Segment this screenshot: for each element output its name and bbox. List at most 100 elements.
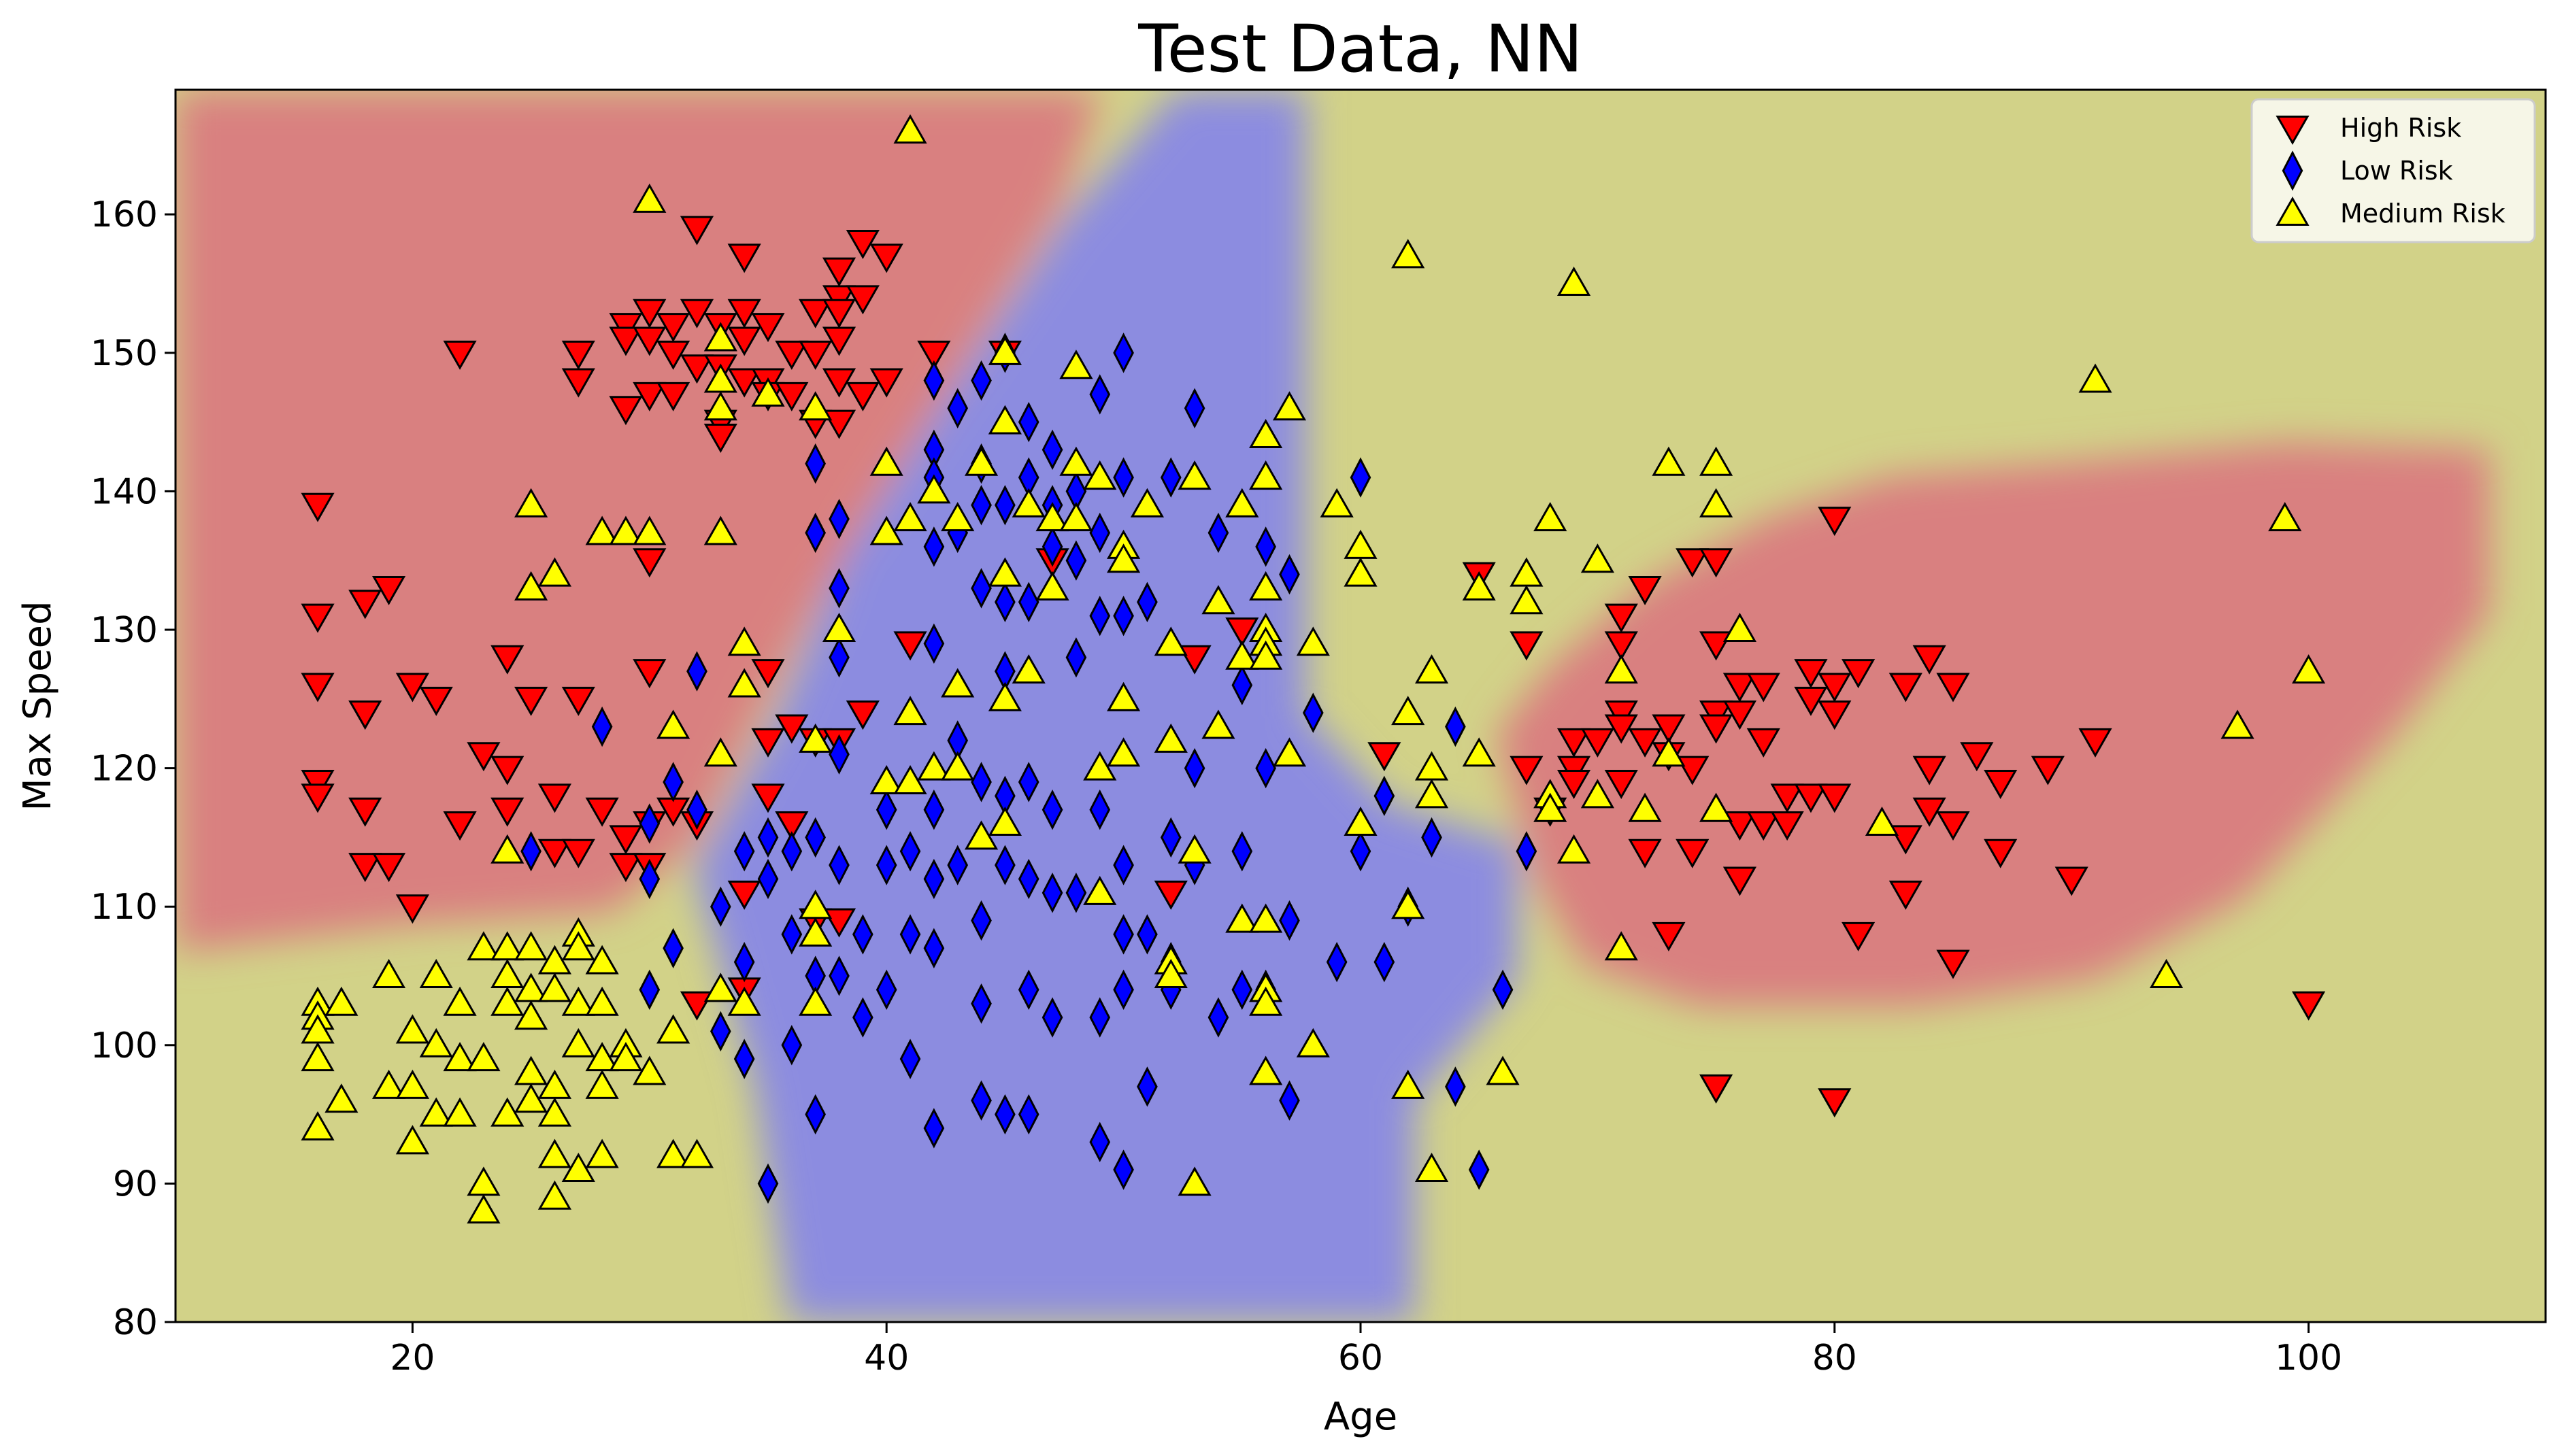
low-risk-point bbox=[1445, 706, 1466, 747]
y-tick-label: 120 bbox=[90, 749, 158, 790]
medium-risk-point bbox=[1510, 585, 1544, 615]
medium-risk-point bbox=[1699, 446, 1733, 476]
low-risk-point bbox=[1207, 512, 1229, 554]
medium-risk-point bbox=[1249, 460, 1283, 490]
high-risk-point bbox=[1842, 921, 1876, 951]
low-risk-point bbox=[947, 388, 969, 428]
high-risk-point bbox=[822, 257, 856, 287]
medium-risk-point bbox=[941, 751, 975, 781]
medium-risk-point bbox=[1486, 1055, 1520, 1085]
medium-risk-point bbox=[1178, 460, 1212, 490]
medium-risk-point bbox=[703, 515, 737, 545]
high-risk-point bbox=[514, 686, 548, 716]
low-risk-point bbox=[971, 568, 992, 609]
low-risk-point bbox=[781, 914, 803, 955]
medium-risk-point bbox=[988, 405, 1022, 435]
medium-risk-point bbox=[1249, 986, 1283, 1016]
low-risk-point bbox=[1042, 790, 1063, 830]
medium-risk-point bbox=[656, 1138, 690, 1168]
high-risk-point bbox=[869, 243, 903, 273]
medium-risk-point bbox=[1154, 723, 1188, 753]
low-risk-point bbox=[1468, 1149, 1490, 1190]
high-risk-point bbox=[633, 382, 667, 411]
low-risk-point bbox=[1018, 969, 1039, 1011]
high-risk-point bbox=[1936, 811, 1970, 841]
medium-risk-point bbox=[1201, 585, 1235, 615]
high-risk-point bbox=[443, 811, 477, 841]
medium-risk-point bbox=[2220, 709, 2254, 739]
low-risk-point bbox=[805, 817, 827, 858]
low-risk-point bbox=[923, 526, 945, 567]
high-risk-point bbox=[1984, 769, 2018, 800]
high-risk-point bbox=[1984, 839, 2018, 868]
low-risk-point bbox=[923, 928, 945, 968]
low-risk-point bbox=[829, 637, 850, 678]
low-risk-point bbox=[591, 706, 613, 747]
low-risk-point bbox=[1113, 845, 1134, 885]
high-risk-point bbox=[1794, 783, 1828, 813]
high-risk-point bbox=[1676, 756, 1710, 785]
medium-risk-point bbox=[1652, 446, 1686, 476]
y-tick-label: 80 bbox=[113, 1302, 158, 1343]
high-risk-point bbox=[1722, 811, 1757, 841]
low-risk-point bbox=[1302, 692, 1324, 733]
low-risk-point bbox=[1421, 817, 1442, 858]
low-risk-point bbox=[1255, 526, 1276, 567]
low-risk-point bbox=[1184, 388, 1205, 428]
medium-risk-point bbox=[1391, 239, 1425, 269]
high-risk-point bbox=[917, 340, 951, 370]
low-risk-point bbox=[1065, 540, 1087, 581]
high-risk-point bbox=[1770, 811, 1804, 841]
high-risk-point bbox=[1580, 728, 1614, 758]
low-risk-point bbox=[805, 443, 827, 484]
medium-risk-point bbox=[703, 322, 737, 352]
high-risk-point bbox=[1676, 839, 1710, 868]
medium-risk-point bbox=[822, 612, 856, 643]
high-risk-point bbox=[1842, 659, 1876, 689]
medium-risk-point bbox=[371, 958, 406, 989]
medium-risk-point bbox=[1249, 640, 1283, 670]
medium-risk-point bbox=[1580, 543, 1614, 573]
low-risk-point bbox=[1231, 831, 1253, 872]
legend-marker-low-risk bbox=[2282, 150, 2303, 191]
high-risk-point bbox=[1604, 603, 1638, 633]
low-risk-point bbox=[899, 914, 921, 955]
medium-risk-point bbox=[609, 515, 643, 545]
high-risk-point bbox=[751, 659, 785, 689]
medium-risk-point bbox=[1533, 792, 1567, 822]
medium-risk-point bbox=[1556, 834, 1591, 864]
medium-risk-point bbox=[1391, 890, 1425, 919]
medium-risk-point bbox=[656, 709, 690, 739]
low-risk-point bbox=[829, 955, 850, 996]
low-risk-point bbox=[899, 1038, 921, 1079]
medium-risk-point bbox=[1249, 1055, 1283, 1085]
medium-risk-point bbox=[467, 931, 501, 961]
medium-risk-point bbox=[1296, 1028, 1330, 1057]
low-risk-point bbox=[1018, 762, 1039, 802]
high-risk-point bbox=[1818, 783, 1852, 813]
high-risk-point bbox=[656, 313, 690, 343]
low-risk-point bbox=[1042, 429, 1063, 471]
high-risk-point bbox=[371, 853, 406, 883]
axes: 20 40 60 80 100 80 90 100 110 120 130 140 150 160 bbox=[90, 194, 2342, 1378]
medium-risk-point bbox=[1107, 543, 1141, 573]
medium-risk-point bbox=[609, 1042, 643, 1072]
medium-risk-point bbox=[585, 1138, 619, 1168]
high-risk-point bbox=[2292, 991, 2326, 1021]
low-risk-point bbox=[852, 914, 873, 955]
low-risk-point bbox=[947, 845, 969, 885]
high-risk-point bbox=[1556, 769, 1591, 800]
medium-risk-point bbox=[1414, 654, 1449, 684]
medium-risk-point bbox=[1130, 488, 1165, 518]
medium-risk-point bbox=[1344, 807, 1378, 836]
high-risk-point bbox=[1604, 631, 1638, 661]
medium-risk-point bbox=[537, 972, 572, 1002]
medium-risk-point bbox=[893, 114, 927, 144]
medium-risk-point bbox=[633, 183, 667, 213]
low-risk-point bbox=[876, 790, 897, 830]
low-risk-point bbox=[1089, 997, 1111, 1038]
medium-risk-point bbox=[703, 737, 737, 767]
medium-risk-point bbox=[537, 1180, 572, 1210]
y-axis-label: Max Speed bbox=[16, 600, 60, 811]
